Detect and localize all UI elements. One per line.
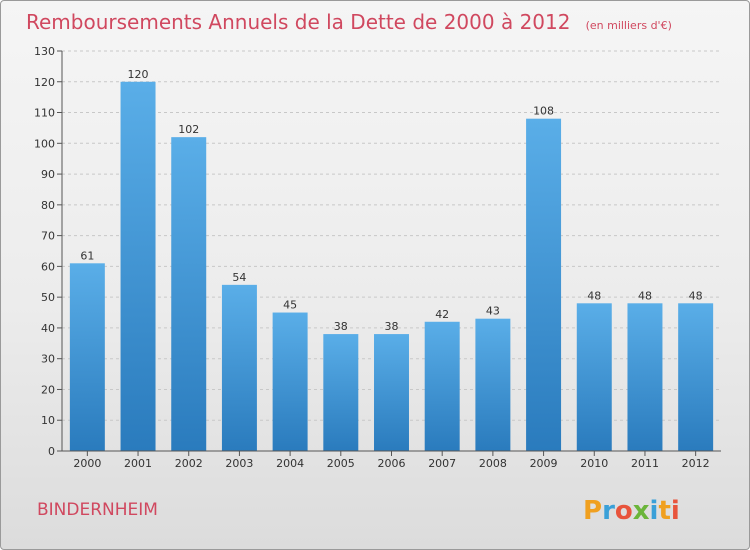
x-axis: 2000 2001 2002 2003 2004 2005 2006 2007 2008 2009… bbox=[62, 450, 721, 470]
y-tick-label: 80 bbox=[41, 199, 55, 212]
x-tick-label-2012: 2012 bbox=[682, 457, 710, 470]
y-tick-label: 20 bbox=[41, 383, 55, 396]
logo-letter: r bbox=[602, 496, 615, 526]
logo-letter: i bbox=[650, 496, 659, 526]
bar-2011 bbox=[627, 303, 663, 451]
data-label-2001: 120 bbox=[128, 68, 149, 81]
y-tick-label: 10 bbox=[41, 414, 55, 427]
bar-2005 bbox=[323, 334, 359, 451]
data-label-2003: 54 bbox=[232, 271, 246, 284]
bar-2006 bbox=[374, 334, 409, 451]
bar-2004 bbox=[272, 312, 308, 451]
bars bbox=[69, 81, 714, 452]
x-tick-label-2005: 2005 bbox=[327, 457, 355, 470]
data-labels: 61 120 102 54 45 38 38 42 43 108 48 48 48 bbox=[80, 68, 702, 333]
chart-title-group: Remboursements Annuels de la Dette de 20… bbox=[26, 10, 672, 34]
bar-2002 bbox=[171, 137, 207, 451]
y-axis: 0 10 20 30 40 50 60 70 80 90 100 110 120 130 bbox=[34, 45, 63, 458]
x-tick-label-2003: 2003 bbox=[225, 457, 253, 470]
bar-2010 bbox=[576, 303, 612, 451]
x-tick-label-2007: 2007 bbox=[428, 457, 456, 470]
y-tick-label: 130 bbox=[34, 45, 55, 58]
chart-title: Remboursements Annuels de la Dette de 20… bbox=[26, 10, 570, 34]
x-tick-label-2001: 2001 bbox=[124, 457, 152, 470]
data-label-2010: 48 bbox=[587, 289, 601, 302]
y-tick-label: 110 bbox=[34, 107, 55, 120]
logo-letter: x bbox=[633, 496, 650, 526]
bar-2000 bbox=[69, 263, 105, 451]
data-label-2006: 38 bbox=[385, 320, 399, 333]
logo-letter: t bbox=[658, 496, 670, 526]
y-tick-label: 70 bbox=[41, 230, 55, 243]
x-tick-label-2006: 2006 bbox=[378, 457, 406, 470]
x-tick-label-2010: 2010 bbox=[580, 457, 608, 470]
data-label-2004: 45 bbox=[283, 299, 297, 312]
bar-2012 bbox=[678, 303, 714, 451]
y-tick-label: 50 bbox=[41, 291, 55, 304]
data-label-2000: 61 bbox=[80, 249, 94, 262]
data-label-2012: 48 bbox=[689, 289, 703, 302]
x-tick-label-2002: 2002 bbox=[175, 457, 203, 470]
bar-2001 bbox=[120, 81, 156, 452]
data-label-2009: 108 bbox=[533, 105, 554, 118]
commune-name: BINDERNHEIM bbox=[37, 500, 158, 520]
bar-2009 bbox=[526, 118, 562, 451]
data-label-2002: 102 bbox=[178, 123, 199, 136]
bar-2007 bbox=[424, 321, 460, 451]
x-tick-label-2011: 2011 bbox=[631, 457, 659, 470]
x-tick-label-2004: 2004 bbox=[276, 457, 304, 470]
y-tick-label: 0 bbox=[48, 445, 55, 458]
y-tick-label: 30 bbox=[41, 353, 55, 366]
data-label-2007: 42 bbox=[435, 308, 449, 321]
data-label-2011: 48 bbox=[638, 289, 652, 302]
y-tick-label: 100 bbox=[34, 137, 55, 150]
x-tick-label-2008: 2008 bbox=[479, 457, 507, 470]
logo-letter: o bbox=[615, 496, 633, 526]
chart-unit-note: (en milliers d'€) bbox=[586, 19, 672, 32]
x-tick-label-2009: 2009 bbox=[530, 457, 558, 470]
data-label-2008: 43 bbox=[486, 305, 500, 318]
y-tick-label: 40 bbox=[41, 322, 55, 335]
x-tick-label-2000: 2000 bbox=[73, 457, 101, 470]
logo-letter: i bbox=[671, 496, 680, 526]
y-tick-label: 120 bbox=[34, 76, 55, 89]
proxiti-logo: Proxiti bbox=[583, 496, 680, 526]
bar-2008 bbox=[475, 318, 511, 451]
logo-letter: P bbox=[583, 496, 602, 526]
y-tick-label: 60 bbox=[41, 260, 55, 273]
bar-2003 bbox=[221, 284, 257, 451]
y-tick-label: 90 bbox=[41, 168, 55, 181]
data-label-2005: 38 bbox=[334, 320, 348, 333]
